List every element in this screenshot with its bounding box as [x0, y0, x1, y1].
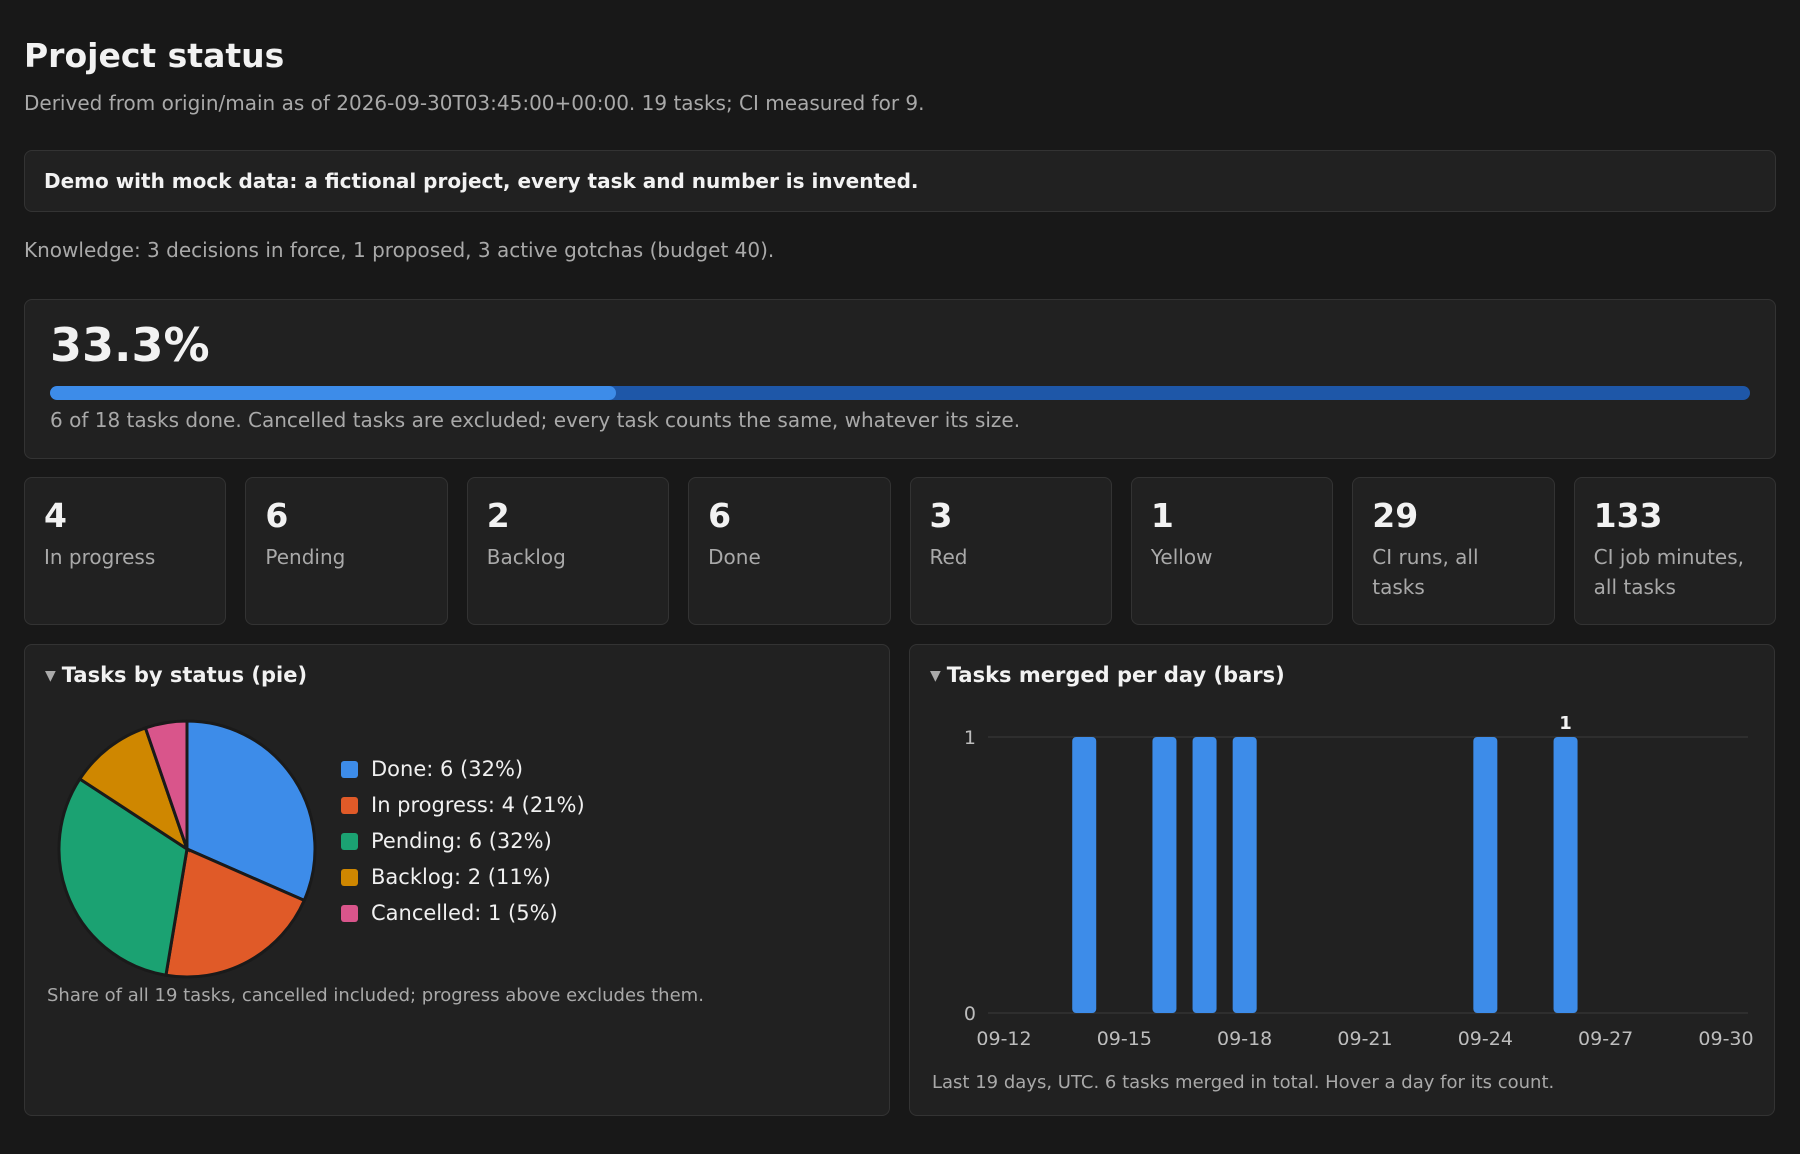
- triangle-down-icon: ▼: [930, 668, 941, 684]
- bar-2026-09-16[interactable]: [1152, 737, 1177, 1013]
- pie-chart: [57, 719, 317, 979]
- legend-item: Cancelled: 1 (5%): [341, 895, 585, 931]
- pie-slice-4[interactable]: [143, 719, 189, 850]
- stat-card-ci-minutes: 133 CI job minutes, all tasks: [1573, 477, 1776, 625]
- legend-swatch: [341, 760, 358, 778]
- stat-card-yellow: 1 Yellow: [1130, 477, 1334, 625]
- bar-panel: ▼ Tasks merged per day (bars) 0 1 1 09-12 09-…: [909, 644, 1775, 1116]
- progress-percent: 33.3%: [50, 318, 210, 372]
- bar-data-label: 1: [1559, 713, 1572, 734]
- stat-value: 2: [486, 496, 510, 535]
- legend-label: Done: 6 (32%): [371, 757, 524, 781]
- stat-label: Done: [708, 545, 761, 570]
- legend-item: In progress: 4 (21%): [341, 787, 585, 823]
- stat-label: CI job minutes, all tasks: [1593, 545, 1745, 600]
- stat-label: Pending: [265, 545, 346, 570]
- bar-2026-09-24[interactable]: [1473, 737, 1498, 1013]
- bar-panel-heading: Tasks merged per day (bars): [946, 663, 1285, 687]
- stat-label: Yellow: [1150, 545, 1213, 570]
- page-subtitle: Derived from origin/main as of 2026-09-3…: [24, 91, 925, 115]
- legend-label: Pending: 6 (32%): [371, 829, 552, 853]
- pie-slice-3[interactable]: [77, 726, 190, 853]
- pie-panel: ▼ Tasks by status (pie) Done: 6 (32%) In p…: [24, 644, 890, 1116]
- bar-2026-09-17[interactable]: [1192, 737, 1217, 1013]
- progress-bar: [50, 386, 1750, 400]
- progress-caption: 6 of 18 tasks done. Cancelled tasks are …: [50, 408, 1021, 432]
- x-tick-label: 09-27: [1578, 1028, 1633, 1045]
- x-tick-label: 09-15: [1097, 1028, 1152, 1045]
- legend-label: In progress: 4 (21%): [371, 793, 585, 817]
- legend-item: Backlog: 2 (11%): [341, 859, 585, 895]
- stat-label: Backlog: [486, 545, 566, 570]
- legend-swatch: [341, 868, 358, 886]
- bar-note: Last 19 days, UTC. 6 tasks merged in tot…: [932, 1072, 1555, 1093]
- stat-value: 3: [929, 496, 953, 535]
- bar-chart: 0 1 1 09-12 09-15 09-18 09-21 09-24 09-27 09-30: [964, 713, 1754, 1045]
- page-title: Project status: [24, 36, 285, 75]
- x-tick-label: 09-21: [1337, 1028, 1392, 1045]
- stat-value: 29: [1372, 496, 1419, 535]
- stat-card-done: 6 Done: [688, 477, 891, 625]
- pie-panel-heading: Tasks by status (pie): [61, 663, 308, 687]
- pie-note: Share of all 19 tasks, cancelled include…: [47, 985, 704, 1006]
- stat-value: 133: [1593, 496, 1663, 535]
- stat-label: Red: [929, 545, 968, 570]
- legend-item: Done: 6 (32%): [341, 751, 585, 787]
- x-tick-label: 09-24: [1458, 1028, 1513, 1045]
- stat-card-red: 3 Red: [909, 477, 1112, 625]
- bar-panel-toggle[interactable]: ▼ Tasks merged per day (bars): [930, 663, 1285, 687]
- stat-label: In progress: [44, 545, 156, 570]
- stat-value: 6: [708, 496, 732, 535]
- stat-value: 1: [1150, 496, 1174, 535]
- legend-label: Cancelled: 1 (5%): [371, 901, 558, 925]
- legend-swatch: [341, 796, 358, 814]
- pie-slice-0[interactable]: [185, 719, 317, 903]
- y-tick-label: 1: [964, 727, 976, 749]
- stat-cards: 4 In progress 6 Pending 2 Backlog 6 Done…: [24, 477, 1776, 625]
- x-tick-label: 09-30: [1698, 1028, 1753, 1045]
- mock-data-banner: Demo with mock data: a fictional project…: [24, 150, 1776, 212]
- stat-card-backlog: 2 Backlog: [466, 477, 670, 625]
- bar-2026-09-18[interactable]: [1232, 737, 1257, 1013]
- stat-card-ci-runs: 29 CI runs, all tasks: [1352, 477, 1555, 625]
- pie-slice-1[interactable]: [164, 846, 307, 979]
- legend-swatch: [341, 904, 358, 922]
- pie-legend: Done: 6 (32%) In progress: 4 (21%) Pending…: [341, 751, 585, 931]
- stat-value: 4: [44, 496, 67, 535]
- x-tick-label: 09-18: [1217, 1028, 1272, 1045]
- stat-card-in-progress: 4 In progress: [24, 477, 227, 625]
- x-tick-label: 09-12: [976, 1028, 1031, 1045]
- bar-2026-09-26[interactable]: [1553, 737, 1578, 1013]
- stat-label: CI runs, all tasks: [1372, 545, 1479, 600]
- legend-swatch: [341, 832, 358, 850]
- stat-card-pending: 6 Pending: [245, 477, 448, 625]
- stat-value: 6: [265, 496, 289, 535]
- y-tick-label: 0: [964, 1003, 976, 1025]
- triangle-down-icon: ▼: [45, 668, 56, 684]
- pie-slice-2[interactable]: [57, 776, 189, 977]
- knowledge-summary: Knowledge: 3 decisions in force, 1 propo…: [24, 238, 775, 262]
- legend-item: Pending: 6 (32%): [341, 823, 585, 859]
- progress-bar-fill: [50, 386, 617, 400]
- pie-panel-toggle[interactable]: ▼ Tasks by status (pie): [45, 663, 307, 687]
- bar-2026-09-14[interactable]: [1072, 737, 1097, 1013]
- progress-card: 33.3% 6 of 18 tasks done. Cancelled task…: [24, 299, 1776, 459]
- legend-label: Backlog: 2 (11%): [371, 865, 551, 889]
